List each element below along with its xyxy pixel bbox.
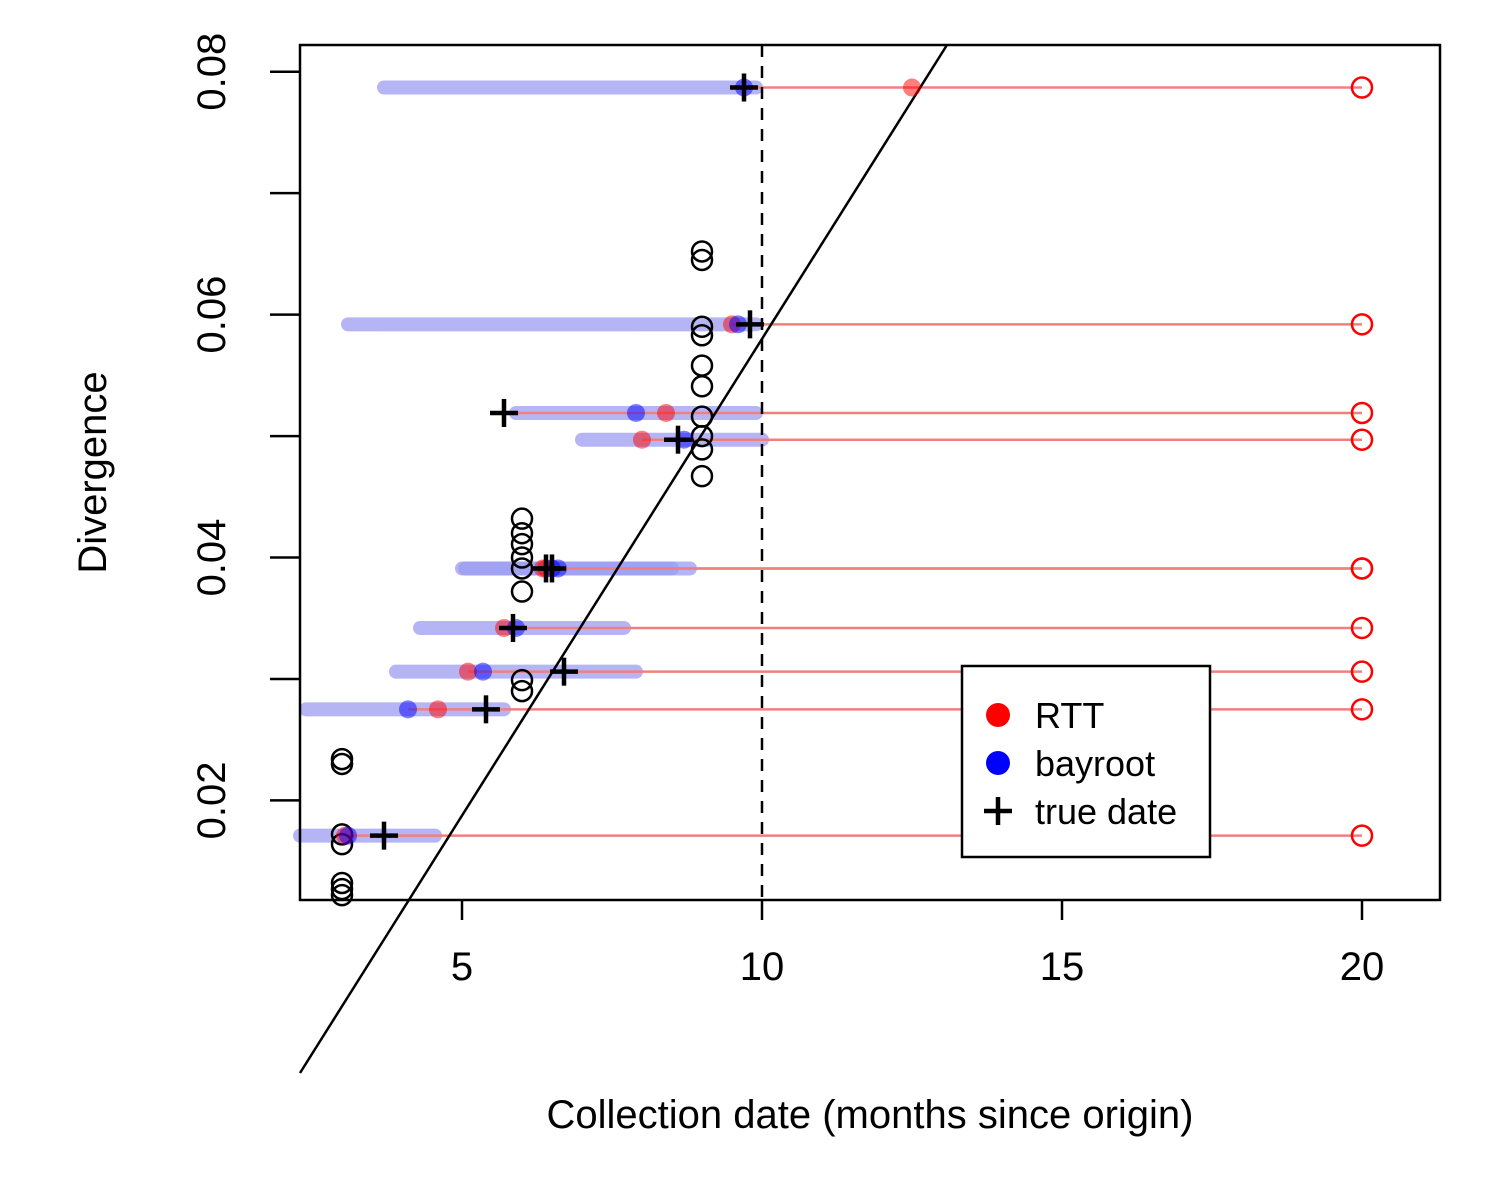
y-tick-label: 0.02 <box>190 761 234 839</box>
y-tick-label: 0.06 <box>190 276 234 354</box>
observed-point <box>690 324 714 347</box>
observed-point <box>690 438 714 461</box>
true-date-marker <box>532 554 560 583</box>
censored-point <box>1350 557 1374 580</box>
observed-point <box>330 747 354 771</box>
legend-label: bayroot <box>1035 743 1155 784</box>
observed-point <box>510 546 534 569</box>
censored-point <box>1350 428 1374 451</box>
legend-label: true date <box>1035 791 1177 832</box>
rtt-point <box>459 662 477 681</box>
bayroot-point <box>627 403 645 422</box>
censored-tip-markers <box>1350 76 1374 847</box>
axes: 5 10 15 20 0.02 0.04 0.06 0.08 Collection date (… <box>71 33 1442 1137</box>
legend-marker-RTT <box>986 703 1010 727</box>
censored-point <box>1350 313 1374 336</box>
observed-point <box>690 315 714 339</box>
observed-point <box>690 405 714 428</box>
y-tick-label: 0.04 <box>190 519 234 597</box>
true-date-marker <box>730 73 758 102</box>
observed-point <box>330 871 354 895</box>
rtt-point <box>903 78 921 97</box>
y-tick-label: 0.08 <box>190 33 234 111</box>
bayroot-estimates <box>339 78 753 845</box>
true-date-marker <box>499 613 527 642</box>
observed-point <box>510 679 534 703</box>
censored-point <box>1350 616 1374 640</box>
legend-marker-plus <box>984 797 1012 825</box>
legend-marker-bayroot <box>986 751 1010 775</box>
credible-intervals <box>293 80 769 843</box>
x-tick-label: 15 <box>1040 945 1085 989</box>
observed-point <box>690 375 714 398</box>
censored-point <box>1350 698 1374 721</box>
rtt-estimates <box>336 78 921 845</box>
rtt-point <box>633 430 651 449</box>
true-date-marker <box>664 425 692 454</box>
observed-point <box>690 240 714 263</box>
observed-point <box>690 354 714 377</box>
censored-point <box>1350 660 1374 683</box>
true-date-marker <box>472 695 500 724</box>
observed-point <box>510 668 534 692</box>
censored-point <box>1350 401 1374 425</box>
y-axis-label: Divergence <box>71 371 115 573</box>
bayroot-point <box>399 700 417 719</box>
rtt-point <box>429 700 447 719</box>
observed-point <box>510 507 534 530</box>
observed-point <box>690 248 714 272</box>
true-date-markers <box>370 73 764 850</box>
regression-line <box>298 44 949 1074</box>
x-axis-label: Collection date (months since origin) <box>547 1093 1194 1137</box>
observed-point <box>330 752 354 776</box>
x-tick-label: 5 <box>451 945 473 989</box>
true-date-marker <box>490 398 518 427</box>
observed-point <box>510 521 534 545</box>
true-date-marker <box>736 310 764 339</box>
observed-point <box>510 532 534 556</box>
legend-label: RTT <box>1035 695 1104 736</box>
true-date-marker <box>550 657 578 686</box>
bayroot-point <box>474 662 492 681</box>
true-date-marker <box>370 821 398 850</box>
bayroot-point <box>339 826 357 845</box>
observed-point <box>690 464 714 488</box>
plot-frame <box>298 43 1442 902</box>
censored-point <box>1350 76 1374 99</box>
rtt-point <box>657 403 675 422</box>
observed-point <box>510 580 534 603</box>
regression-line-layer <box>298 44 949 1074</box>
x-tick-label: 10 <box>740 945 785 989</box>
censor-lines <box>345 86 1362 837</box>
legend: RTT bayroot true date <box>960 664 1212 859</box>
censored-point <box>1350 824 1374 847</box>
x-tick-label: 20 <box>1340 945 1385 989</box>
observed-point <box>330 883 354 907</box>
